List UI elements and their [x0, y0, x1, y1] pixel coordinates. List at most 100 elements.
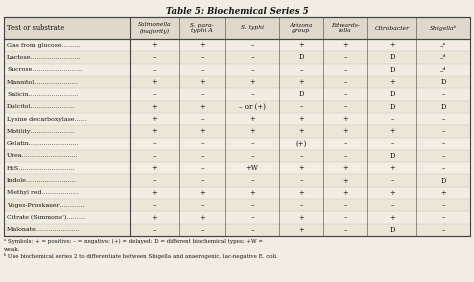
Bar — [4, 162, 470, 175]
Text: –: – — [153, 140, 156, 148]
Text: +: + — [343, 189, 348, 197]
Text: +: + — [151, 213, 157, 222]
Text: –: – — [201, 54, 204, 61]
Text: +: + — [249, 115, 255, 123]
Text: +: + — [199, 78, 205, 86]
Text: Mannitol…………………: Mannitol………………… — [7, 80, 79, 85]
Text: Gas from glucose………: Gas from glucose……… — [7, 43, 81, 48]
Text: –: – — [390, 177, 394, 185]
Text: –: – — [441, 140, 445, 148]
Text: –: – — [344, 152, 347, 160]
Text: Motility…………………: Motility………………… — [7, 129, 75, 134]
Text: –: – — [250, 54, 254, 61]
Text: –ᵃ: –ᵃ — [440, 41, 447, 49]
Text: –: – — [153, 177, 156, 185]
Text: –: – — [344, 226, 347, 234]
Text: +: + — [199, 127, 205, 135]
Text: +: + — [151, 189, 157, 197]
Text: Arizona
group: Arizona group — [290, 23, 313, 33]
Text: –: – — [250, 201, 254, 209]
Text: +: + — [298, 115, 304, 123]
Bar — [4, 125, 470, 138]
Text: H₂S………………………: H₂S……………………… — [7, 166, 75, 171]
Text: –: – — [441, 201, 445, 209]
Text: –: – — [250, 213, 254, 222]
Text: D: D — [389, 54, 395, 61]
Text: +: + — [199, 189, 205, 197]
Text: –: – — [201, 152, 204, 160]
Text: +: + — [151, 115, 157, 123]
Text: –: – — [201, 115, 204, 123]
Text: +: + — [440, 189, 446, 197]
Text: –: – — [153, 226, 156, 234]
Bar — [4, 17, 470, 39]
Text: –: – — [344, 103, 347, 111]
Text: +: + — [389, 78, 395, 86]
Bar — [4, 39, 470, 51]
Text: –: – — [250, 140, 254, 148]
Text: D: D — [440, 103, 446, 111]
Text: D: D — [440, 78, 446, 86]
Text: +: + — [151, 103, 157, 111]
Bar — [4, 113, 470, 125]
Text: Gelatin……………………: Gelatin…………………… — [7, 141, 80, 146]
Bar — [4, 212, 470, 224]
Text: Dulcitol…………………: Dulcitol………………… — [7, 104, 75, 109]
Text: +: + — [249, 78, 255, 86]
Text: Table 5: Biochemical Series 5: Table 5: Biochemical Series 5 — [166, 7, 308, 16]
Text: –: – — [153, 152, 156, 160]
Bar — [4, 199, 470, 212]
Text: –: – — [250, 91, 254, 98]
Bar — [4, 76, 470, 88]
Text: +: + — [298, 127, 304, 135]
Text: –: – — [201, 226, 204, 234]
Text: +: + — [249, 189, 255, 197]
Text: –: – — [201, 66, 204, 74]
Text: +: + — [343, 177, 348, 185]
Text: +: + — [151, 41, 157, 49]
Text: –: – — [441, 91, 445, 98]
Text: ᵃ Symbols: + = positive; – = negative; (+) = delayed; D = different biochemical : ᵃ Symbols: + = positive; – = negative; (… — [4, 239, 263, 244]
Text: –: – — [441, 127, 445, 135]
Text: –: – — [390, 115, 394, 123]
Text: D: D — [389, 103, 395, 111]
Text: +: + — [298, 78, 304, 86]
Text: –ᵈ: –ᵈ — [440, 66, 447, 74]
Text: – or (+): – or (+) — [239, 103, 265, 111]
Text: Lactose……………………: Lactose…………………… — [7, 55, 82, 60]
Text: +: + — [343, 164, 348, 172]
Text: ᵇ Use biochemical series 2 to differentiate between Shigella and anaerogenic, la: ᵇ Use biochemical series 2 to differenti… — [4, 253, 278, 259]
Text: (+): (+) — [295, 140, 307, 148]
Text: Sucrose……………………: Sucrose…………………… — [7, 67, 82, 72]
Text: –: – — [299, 66, 303, 74]
Text: –: – — [344, 201, 347, 209]
Text: –: – — [201, 177, 204, 185]
Text: –: – — [153, 66, 156, 74]
Text: Lysine decarboxylase……: Lysine decarboxylase…… — [7, 116, 87, 122]
Text: –ᵈ: –ᵈ — [440, 54, 447, 61]
Text: Citrobacter: Citrobacter — [374, 25, 410, 30]
Text: –: – — [390, 140, 394, 148]
Text: –: – — [344, 54, 347, 61]
Text: D: D — [389, 152, 395, 160]
Text: Salmonella
(majority): Salmonella (majority) — [137, 23, 171, 34]
Text: +: + — [151, 164, 157, 172]
Text: –: – — [441, 164, 445, 172]
Text: +: + — [199, 103, 205, 111]
Text: –: – — [441, 152, 445, 160]
Text: +: + — [389, 213, 395, 222]
Text: weak.: weak. — [4, 247, 20, 252]
Text: +: + — [151, 78, 157, 86]
Bar — [4, 88, 470, 101]
Text: –: – — [250, 226, 254, 234]
Bar — [4, 150, 470, 162]
Text: +: + — [343, 115, 348, 123]
Text: –: – — [153, 91, 156, 98]
Bar — [4, 187, 470, 199]
Bar — [4, 138, 470, 150]
Text: +: + — [151, 127, 157, 135]
Text: –: – — [201, 140, 204, 148]
Text: D: D — [389, 91, 395, 98]
Text: D: D — [298, 54, 304, 61]
Text: –: – — [441, 226, 445, 234]
